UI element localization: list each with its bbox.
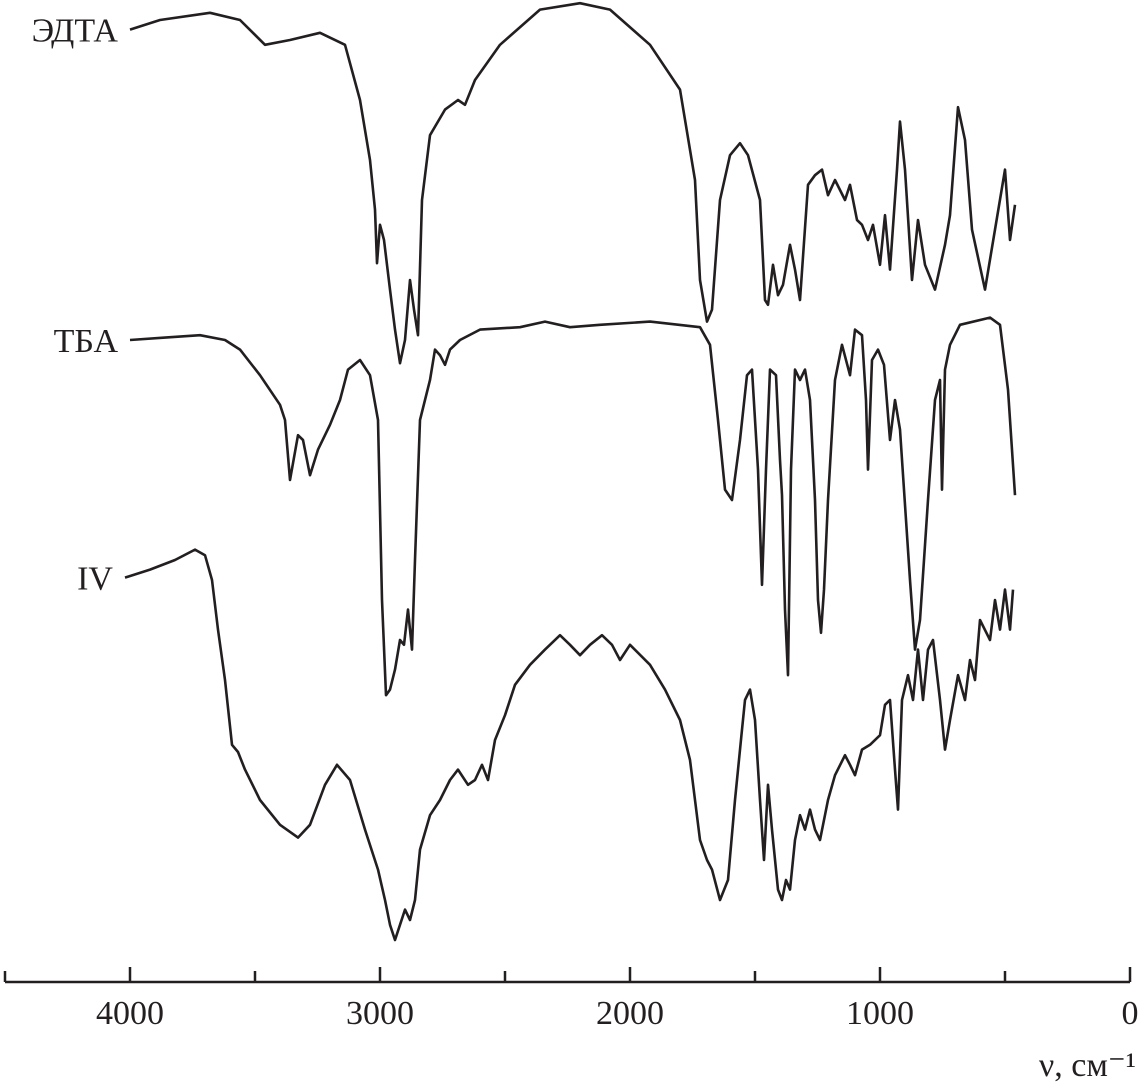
series-label: IV [77,560,113,597]
series-label: ЭДТА [32,12,119,49]
spectrum-line [124,548,1015,942]
x-tick-label: 3000 [346,995,414,1032]
spectrum-line [129,316,1017,697]
spectrum-line [129,1,1017,365]
x-axis-label: ν, см⁻¹ [1039,1047,1136,1084]
x-tick-label: 1000 [846,995,914,1032]
series-label: ТБА [54,323,119,360]
x-tick-label: 4000 [96,995,164,1032]
x-tick-label: 0 [1122,995,1139,1032]
x-tick-label: 2000 [596,995,664,1032]
